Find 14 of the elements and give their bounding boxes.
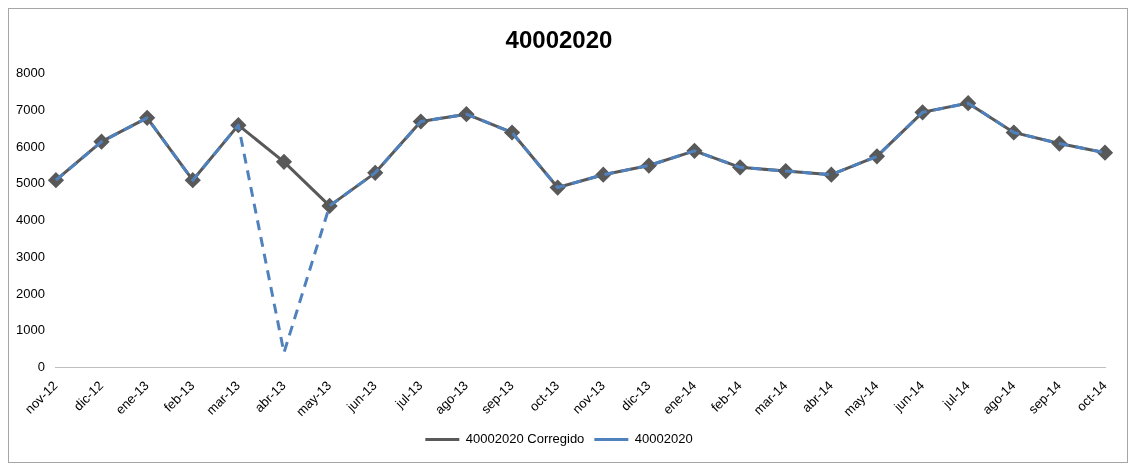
point (1097, 145, 1113, 161)
y-tick-label: 2000 (16, 285, 45, 301)
y-tick-label: 7000 (16, 102, 45, 118)
y-tick-label: 4000 (16, 212, 45, 228)
y-tick-label: 3000 (16, 248, 45, 264)
y-tick-label: 6000 (16, 138, 45, 154)
point (276, 154, 292, 170)
y-tick-label: 5000 (16, 175, 45, 191)
y-tick-label: 8000 (16, 65, 45, 81)
legend-label: 40002020 (634, 431, 693, 447)
chart-title: 40002020 (505, 26, 613, 54)
y-tick-label: 0 (37, 358, 45, 374)
y-tick-label: 1000 (16, 322, 45, 338)
legend-label: 40002020 Corregido (465, 431, 585, 447)
